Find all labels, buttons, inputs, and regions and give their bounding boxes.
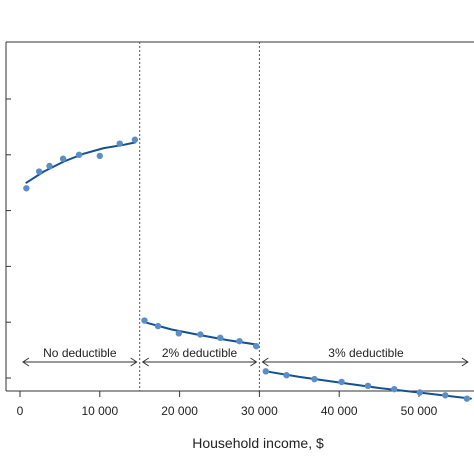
- data-point: [141, 317, 148, 324]
- region-arrowhead-right: [130, 357, 138, 367]
- x-tick-label: 20 000: [161, 404, 198, 418]
- x-axis-title: Household income, $: [192, 435, 324, 451]
- data-point: [391, 385, 398, 393]
- data-point: [23, 185, 30, 192]
- fit-curve-no-deductible: [25, 141, 136, 184]
- x-tick-label: 30 000: [241, 404, 278, 418]
- x-tick-label: 40 000: [321, 404, 358, 418]
- data-point: [262, 368, 269, 375]
- threshold-lines: [139, 42, 260, 391]
- data-points: [23, 136, 471, 402]
- data-point: [175, 330, 183, 337]
- region-arrowhead-right: [250, 357, 258, 367]
- fit-curve-3-percent-deductible: [264, 370, 472, 400]
- data-point: [46, 162, 53, 170]
- region-label: 3% deductible: [328, 346, 404, 360]
- x-tick-label: 50 000: [401, 404, 438, 418]
- x-tick-label: 0: [17, 404, 24, 418]
- data-point: [35, 168, 43, 175]
- y-axis-ticks: [6, 98, 11, 379]
- x-axis-tick-labels: 0 10 000 20 000 30 000 40 000 50 000: [17, 404, 438, 418]
- data-point: [59, 155, 67, 162]
- data-point: [217, 334, 224, 342]
- region-arrowhead-left: [261, 357, 269, 367]
- region-arrowhead-right: [461, 357, 469, 367]
- fit-curves: [25, 141, 472, 400]
- x-tick-label: 10 000: [81, 404, 118, 418]
- data-point: [364, 382, 372, 390]
- data-point: [283, 372, 290, 379]
- region-arrowhead-left: [22, 357, 30, 367]
- data-point: [416, 389, 423, 396]
- data-point: [338, 378, 345, 386]
- data-point: [463, 395, 471, 402]
- data-point: [236, 337, 243, 345]
- data-point: [197, 331, 204, 338]
- region-annotations: No deductible 2% deductible 3% deductible: [22, 346, 469, 367]
- region-label: No deductible: [43, 346, 117, 360]
- data-point: [442, 392, 449, 399]
- x-axis-ticks: [19, 391, 420, 397]
- data-point: [116, 140, 123, 147]
- data-point: [311, 375, 318, 383]
- region-label: 2% deductible: [162, 346, 238, 360]
- data-point: [96, 152, 104, 160]
- data-point: [131, 136, 139, 143]
- data-point: [253, 342, 260, 350]
- region-arrowhead-left: [141, 357, 149, 367]
- data-point: [75, 151, 83, 158]
- data-point: [154, 322, 162, 330]
